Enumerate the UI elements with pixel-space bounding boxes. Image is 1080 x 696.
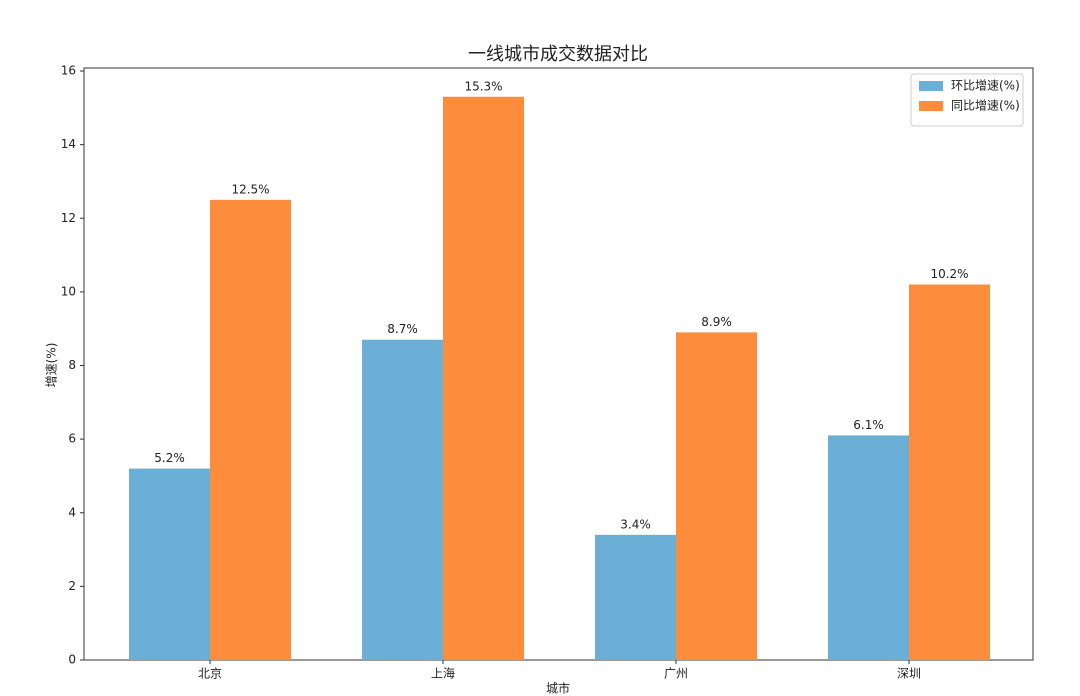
value-label: 12.5% bbox=[231, 182, 269, 196]
x-tick-label: 北京 bbox=[198, 667, 222, 681]
x-axis-label: 城市 bbox=[546, 681, 570, 696]
bar bbox=[210, 199, 291, 660]
chart-title: 一线城市成交数据对比 bbox=[468, 44, 648, 65]
y-tick-label: 14 bbox=[61, 137, 76, 151]
value-label: 5.2% bbox=[154, 451, 185, 465]
y-axis-label: 增速(%) bbox=[45, 343, 59, 388]
y-tick-label: 0 bbox=[68, 653, 76, 667]
y-tick-label: 2 bbox=[68, 579, 76, 593]
legend-label: 环比增速(%) bbox=[951, 79, 1020, 93]
bar bbox=[676, 332, 757, 660]
y-tick-label: 12 bbox=[61, 211, 76, 225]
x-tick-label: 上海 bbox=[431, 666, 455, 681]
x-tick-label: 广州 bbox=[664, 667, 688, 681]
value-label: 6.1% bbox=[853, 418, 884, 432]
value-label: 8.7% bbox=[387, 322, 418, 336]
value-label: 10.2% bbox=[930, 267, 968, 281]
plot-frame bbox=[83, 67, 1034, 661]
bar bbox=[129, 468, 210, 660]
value-label: 8.9% bbox=[701, 315, 732, 329]
legend-label: 同比增速(%) bbox=[951, 99, 1020, 113]
y-tick-label: 4 bbox=[68, 505, 76, 519]
bar bbox=[443, 96, 524, 661]
bar bbox=[362, 339, 443, 660]
bar bbox=[595, 534, 676, 660]
x-tick-label: 深圳 bbox=[897, 667, 921, 681]
y-tick-label: 10 bbox=[61, 284, 76, 298]
y-tick-label: 8 bbox=[68, 358, 76, 372]
bar bbox=[909, 284, 990, 660]
legend-swatch bbox=[919, 81, 943, 91]
bar bbox=[828, 435, 909, 660]
value-label: 15.3% bbox=[464, 79, 502, 93]
legend-swatch bbox=[919, 101, 943, 111]
y-tick-label: 6 bbox=[68, 432, 76, 446]
y-tick-label: 16 bbox=[61, 64, 76, 78]
value-label: 3.4% bbox=[620, 517, 651, 531]
